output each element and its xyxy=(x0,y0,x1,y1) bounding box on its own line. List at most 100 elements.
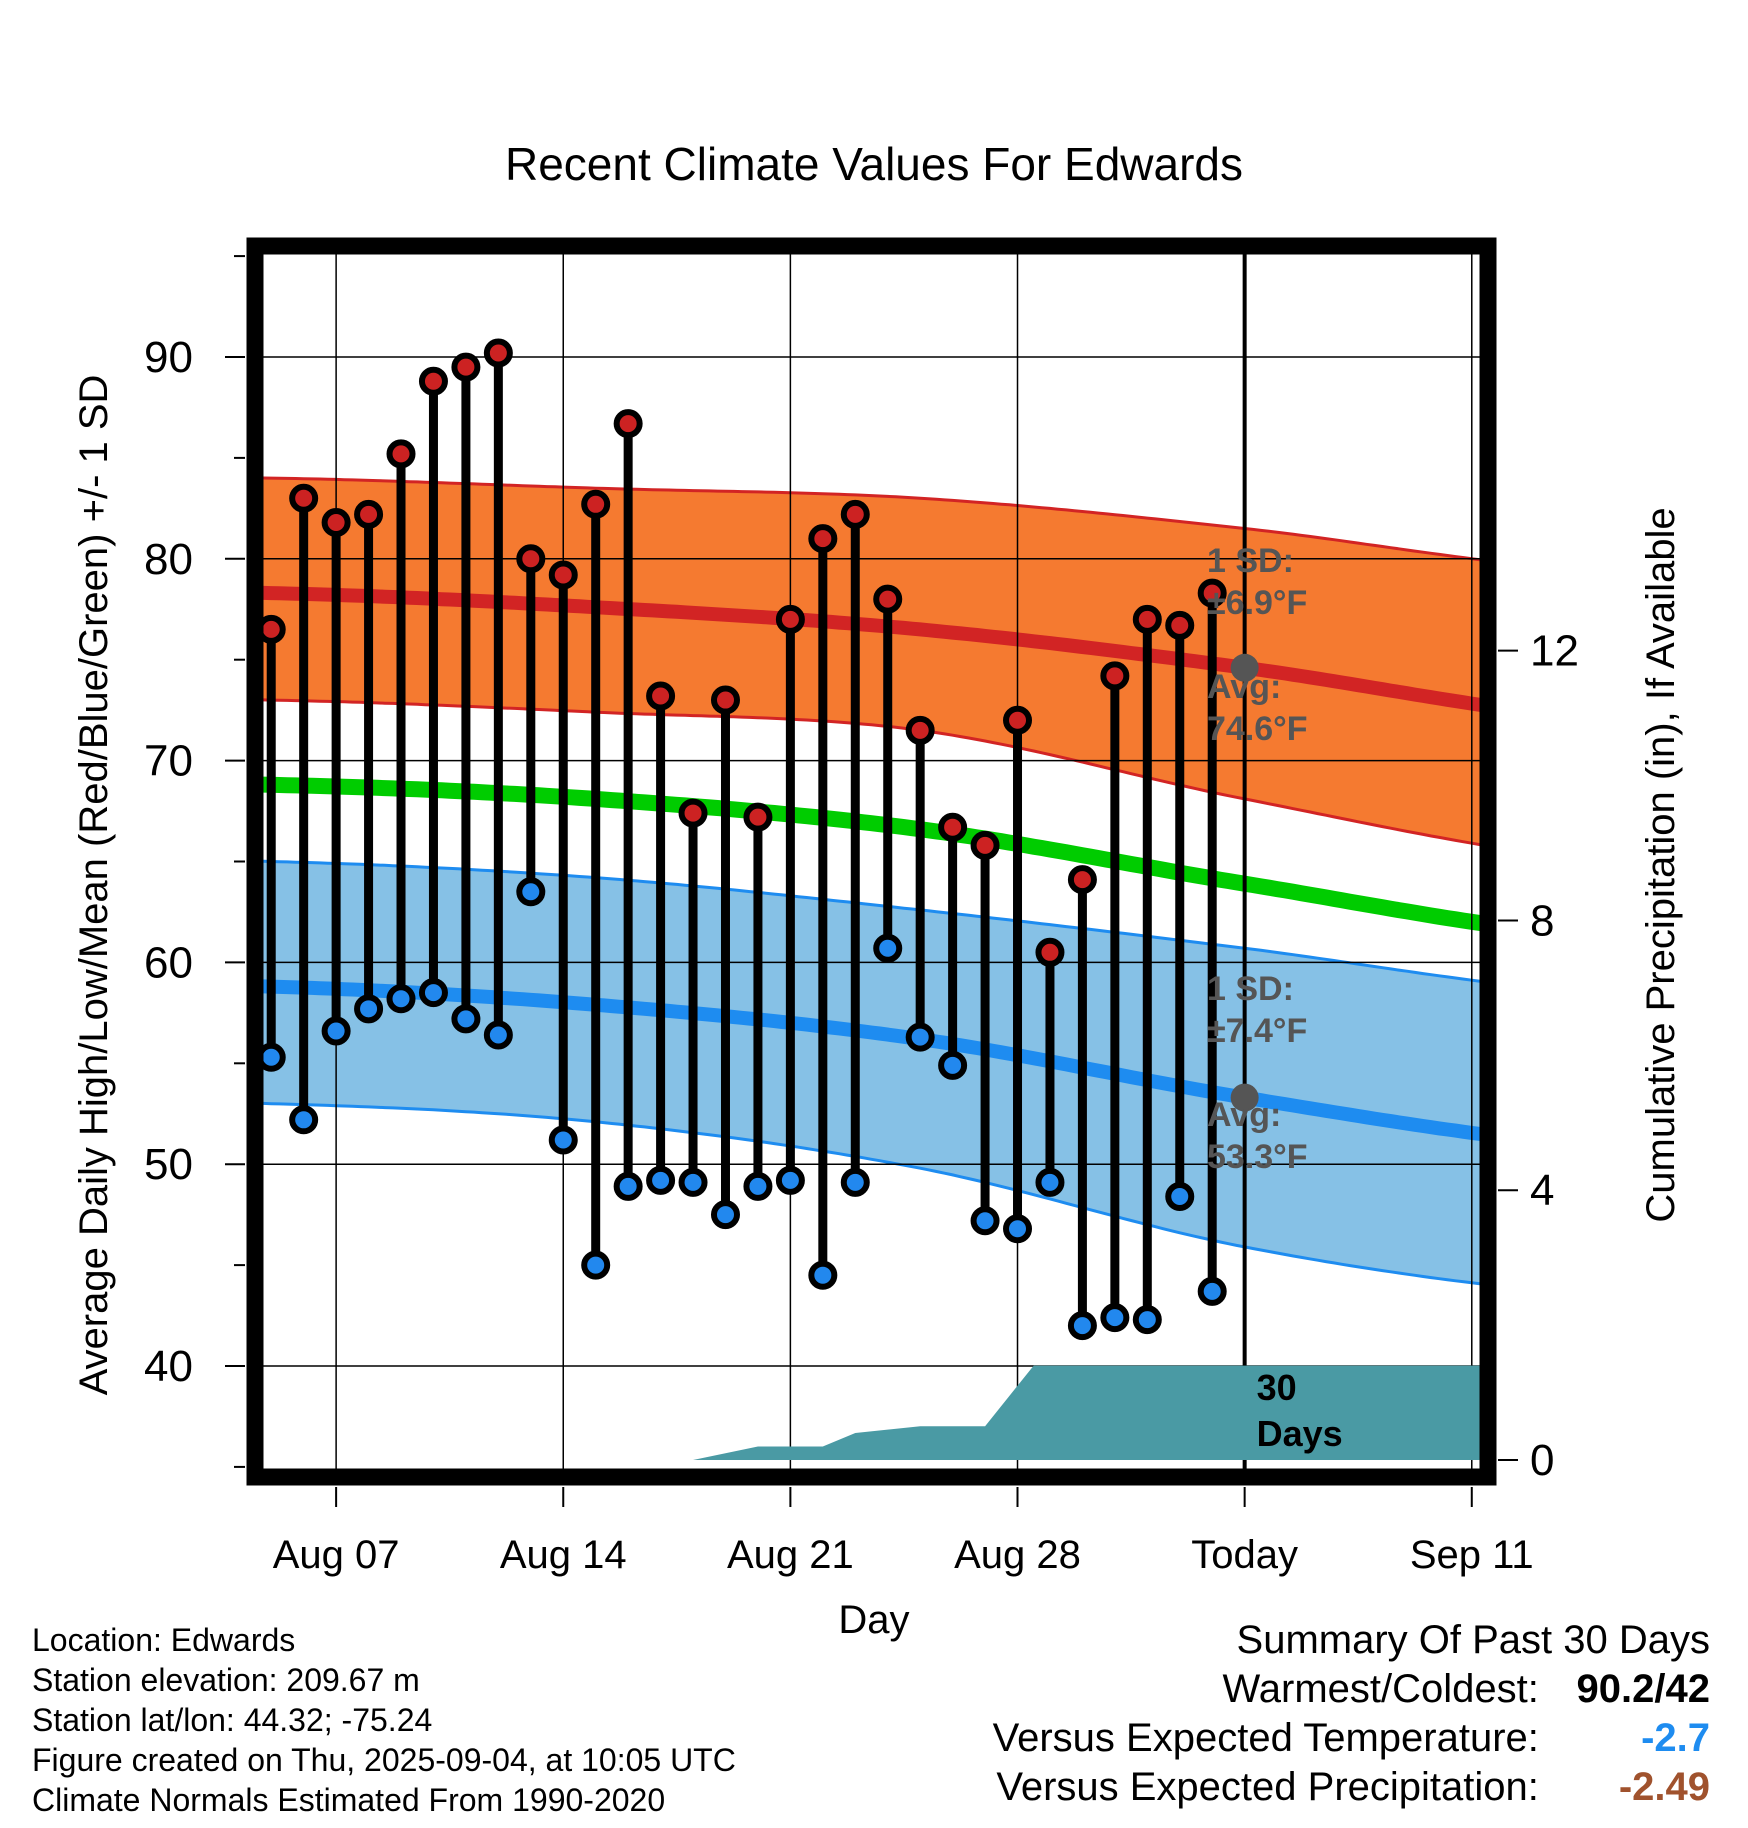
high-avg-marker xyxy=(1230,653,1259,682)
high-point xyxy=(970,830,1000,860)
y-tick-label: 50 xyxy=(144,1140,193,1189)
x-tick-label: Aug 28 xyxy=(954,1533,1081,1577)
axes: 40 50 60 70 80 90 0 4 8 12 Aug 07 Aug 14 Aug 21 Aug 2… xyxy=(144,255,1579,1577)
precip-area: 30 Days xyxy=(271,1365,1488,1460)
low-point xyxy=(289,1105,319,1135)
low-avg-label: Avg: xyxy=(1207,1096,1281,1134)
x-tick-label: Today xyxy=(1191,1533,1298,1577)
low-point xyxy=(743,1171,773,1201)
high-point xyxy=(1132,604,1162,634)
high-point xyxy=(581,489,611,519)
normals-text: Climate Normals Estimated From 1990-2020 xyxy=(32,1782,666,1818)
y2-tick-label: 4 xyxy=(1530,1166,1554,1215)
high-point xyxy=(1003,705,1033,735)
high-point xyxy=(808,524,838,554)
summary-precip: Versus Expected Precipitation: -2.49 xyxy=(993,1763,1710,1812)
high-point xyxy=(483,338,513,368)
chart-title: Recent Climate Values For Edwards xyxy=(505,138,1243,190)
y2-tick-label: 0 xyxy=(1530,1436,1554,1485)
low-avg-marker xyxy=(1230,1083,1259,1112)
high-point xyxy=(548,560,578,590)
high-point xyxy=(710,685,740,715)
x-tick-label: Aug 21 xyxy=(727,1533,854,1577)
low-point xyxy=(1132,1305,1162,1335)
low-point xyxy=(970,1206,1000,1236)
daily-bars xyxy=(256,338,1227,1341)
warm-cold-value: 90.2/42 xyxy=(1576,1667,1710,1711)
high-point xyxy=(873,584,903,614)
high-point xyxy=(938,812,968,842)
low-sd-label: 1 SD: xyxy=(1207,970,1294,1008)
high-point xyxy=(646,681,676,711)
plot-frame xyxy=(246,237,1497,1486)
precip-days-unit: Days xyxy=(1257,1413,1343,1454)
x-axis-title: Day xyxy=(838,1598,909,1642)
low-point xyxy=(321,1016,351,1046)
low-point xyxy=(938,1050,968,1080)
high-point xyxy=(678,798,708,828)
high-point xyxy=(354,499,384,529)
low-point xyxy=(516,877,546,907)
low-band-lower xyxy=(255,1101,1488,1287)
y-tick-label: 70 xyxy=(144,737,193,786)
high-point xyxy=(418,366,448,396)
grid xyxy=(255,246,1488,1477)
low-avg-value: 53.3°F xyxy=(1207,1138,1308,1176)
low-point xyxy=(873,933,903,963)
annotations: 1 SD: ±6.9°F Avg: 74.6°F 1 SD: ±7.4°F Avg: 53.3… xyxy=(1207,542,1308,1176)
y-tick-label: 90 xyxy=(144,333,193,382)
y-tick-label: 80 xyxy=(144,535,193,584)
summary-temp: Versus Expected Temperature: -2.7 xyxy=(993,1714,1710,1763)
high-avg-value: 74.6°F xyxy=(1207,710,1308,748)
low-point xyxy=(1035,1167,1065,1197)
summary-warm-cold: Warmest/Coldest: 90.2/42 xyxy=(993,1665,1711,1714)
temp-label: Versus Expected Temperature: xyxy=(992,1716,1539,1760)
low-point xyxy=(905,1022,935,1052)
high-point xyxy=(516,544,546,574)
low-point xyxy=(710,1200,740,1230)
high-point xyxy=(451,352,481,382)
low-point xyxy=(1003,1214,1033,1244)
high-band-upper xyxy=(255,476,1488,563)
precip-label: Versus Expected Precipitation: xyxy=(996,1765,1539,1809)
temp-value: -2.7 xyxy=(1641,1716,1710,1760)
low-avg-line xyxy=(255,979,1488,1142)
low-point xyxy=(1165,1181,1195,1211)
high-avg-line xyxy=(255,585,1488,713)
low-sd-value: ±7.4°F xyxy=(1207,1012,1307,1050)
y2-axis-title: Cumulative Precipitation (in), If Availa… xyxy=(1639,507,1683,1222)
plot-border xyxy=(246,237,1497,1486)
high-sd-label: 1 SD: xyxy=(1207,542,1294,580)
x-tick-label: Aug 14 xyxy=(500,1533,627,1577)
low-point xyxy=(354,994,384,1024)
high-point xyxy=(321,507,351,537)
low-point xyxy=(548,1125,578,1155)
high-point xyxy=(289,483,319,513)
high-point xyxy=(1197,578,1227,608)
high-point xyxy=(1035,937,1065,967)
low-point xyxy=(581,1250,611,1280)
high-point xyxy=(1100,661,1130,691)
low-point xyxy=(808,1260,838,1290)
high-band-lower xyxy=(255,698,1488,848)
y-tick-label: 60 xyxy=(144,938,193,987)
x-tick-label: Aug 07 xyxy=(273,1533,400,1577)
low-point xyxy=(613,1171,643,1201)
summary-panel: Summary Of Past 30 Days Warmest/Coldest:… xyxy=(993,1616,1710,1812)
precip-area-fill xyxy=(271,1365,1488,1460)
high-point xyxy=(905,715,935,745)
low-point xyxy=(1067,1311,1097,1341)
low-point xyxy=(451,1004,481,1034)
station-info: Location: Edwards Station elevation: 209… xyxy=(32,1620,736,1820)
high-point xyxy=(775,604,805,634)
low-point xyxy=(678,1167,708,1197)
y-axis-title: Average Daily High/Low/Mean (Red/Blue/Gr… xyxy=(72,375,116,1396)
high-point xyxy=(613,409,643,439)
location-text: Location: Edwards xyxy=(32,1622,296,1658)
low-band-upper xyxy=(255,859,1488,984)
y2-tick-label: 8 xyxy=(1530,896,1554,945)
high-point xyxy=(743,802,773,832)
low-point xyxy=(775,1165,805,1195)
mean-line xyxy=(255,776,1488,933)
